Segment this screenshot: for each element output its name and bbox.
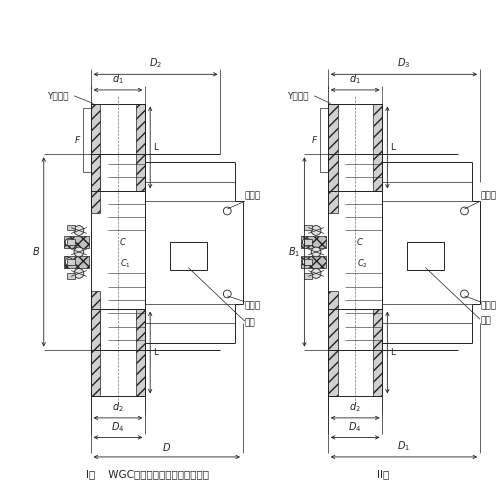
Text: $C_1$: $C_1$ [120, 258, 131, 270]
Bar [90, 104, 101, 192]
Text: $B_1$: $B_1$ [288, 245, 300, 259]
Text: 标志: 标志 [480, 317, 491, 326]
Circle shape [65, 238, 73, 246]
Text: B: B [33, 247, 40, 257]
Bar [90, 308, 101, 396]
Text: II型: II型 [378, 470, 390, 480]
Bar [328, 291, 338, 350]
Text: 注油孔: 注油孔 [245, 301, 261, 310]
Circle shape [460, 290, 468, 298]
Bar [304, 259, 312, 264]
Circle shape [302, 258, 310, 266]
Text: L: L [390, 348, 396, 357]
Circle shape [224, 207, 231, 215]
Text: I型    WGC型垂直安装鼓形齿式联轴器: I型 WGC型垂直安装鼓形齿式联轴器 [86, 470, 208, 480]
Bar [372, 308, 382, 396]
Text: $D_4$: $D_4$ [111, 420, 124, 434]
Circle shape [460, 207, 468, 215]
Text: F: F [75, 136, 80, 144]
Text: $D_3$: $D_3$ [398, 56, 410, 70]
Circle shape [311, 268, 321, 278]
Bar [67, 259, 75, 264]
Bar [372, 104, 382, 192]
Circle shape [65, 258, 73, 266]
Bar [302, 256, 326, 268]
Circle shape [311, 226, 321, 235]
Text: 注油孔: 注油孔 [480, 301, 496, 310]
Circle shape [302, 238, 310, 246]
Text: $d_2$: $d_2$ [350, 400, 361, 414]
Circle shape [74, 247, 84, 257]
Circle shape [311, 247, 321, 257]
Bar [302, 236, 326, 248]
Text: $D$: $D$ [162, 441, 172, 453]
Text: C: C [357, 238, 363, 246]
Text: Y型轴孔: Y型轴孔 [46, 92, 68, 100]
Bar [407, 242, 444, 270]
Text: 标志: 标志 [245, 318, 256, 328]
Text: L: L [153, 143, 158, 152]
Bar [328, 154, 338, 213]
Circle shape [224, 290, 231, 298]
Bar [136, 308, 145, 396]
Bar [67, 240, 75, 245]
Text: C: C [120, 238, 126, 246]
Text: L: L [153, 348, 158, 357]
Text: $d_2$: $d_2$ [112, 400, 124, 414]
Bar [67, 224, 75, 230]
Bar [90, 291, 101, 350]
Bar [304, 224, 312, 230]
Text: 注油孔: 注油孔 [480, 192, 496, 201]
Bar [90, 154, 101, 213]
Bar [64, 256, 88, 268]
Bar [136, 104, 145, 192]
Circle shape [74, 226, 84, 235]
Bar [328, 104, 338, 192]
Text: $D_2$: $D_2$ [149, 56, 162, 70]
Bar [328, 308, 338, 396]
Text: $d_1$: $d_1$ [112, 72, 124, 86]
Bar [304, 274, 312, 280]
Text: $d_1$: $d_1$ [349, 72, 361, 86]
Text: L: L [390, 143, 396, 152]
Text: $D_4$: $D_4$ [348, 420, 362, 434]
Text: 注油孔: 注油孔 [245, 192, 261, 201]
Bar [64, 236, 88, 248]
Bar [67, 274, 75, 280]
Text: $D_1$: $D_1$ [398, 439, 410, 453]
Text: F: F [312, 136, 317, 144]
Bar [170, 242, 207, 270]
Text: $C_2$: $C_2$ [357, 258, 368, 270]
Circle shape [74, 268, 84, 278]
Text: Y型轴孔: Y型轴孔 [287, 92, 308, 100]
Bar [304, 240, 312, 245]
